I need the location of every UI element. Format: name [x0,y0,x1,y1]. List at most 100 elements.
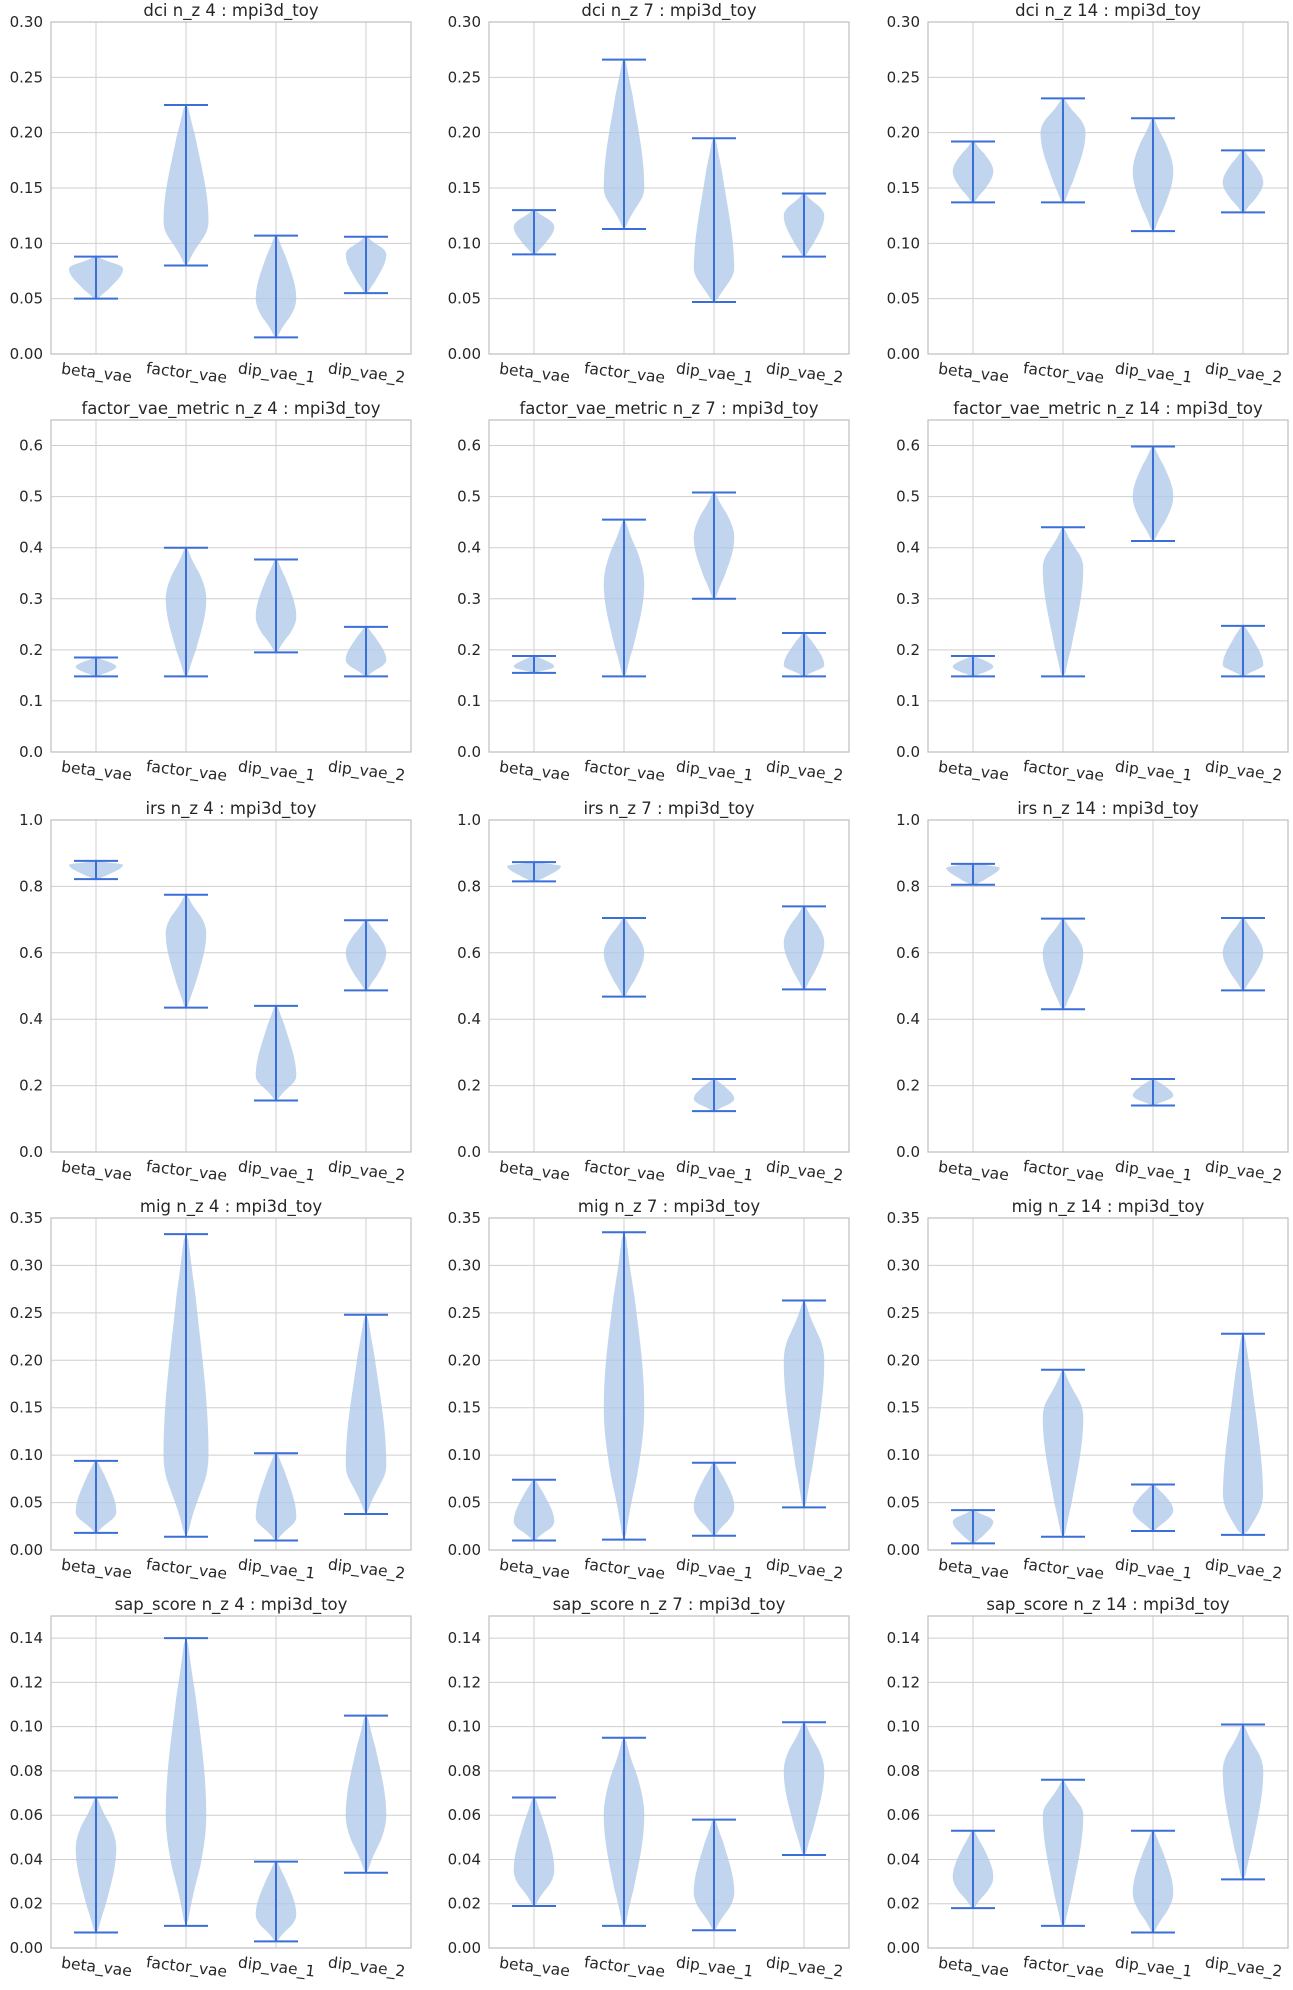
y-tick-label: 0.30 [887,1256,920,1274]
x-tick-label: beta_vae [937,1556,1010,1584]
x-tick-label: dip_vae_1 [237,1953,316,1981]
axes-frame [927,21,1289,355]
y-tick-label: 0.3 [19,590,43,608]
y-tick-label: 0.20 [10,1351,43,1369]
x-tick-label: dip_vae_1 [675,757,754,785]
plot-area [489,820,849,1152]
y-tick-label: 0.6 [457,437,481,455]
y-tick-label: 0.20 [10,124,43,142]
y-tick-label: 0.20 [887,1351,920,1369]
y-tick-label: 0.05 [887,290,920,308]
y-tick-label: 0.10 [887,1446,920,1464]
x-tick-label: beta_vae [498,1954,571,1982]
y-tick-label: 0.10 [10,234,43,252]
subplot-title: factor_vae_metric n_z 7 : mpi3d_toy [519,399,818,419]
y-tick-label: 0.35 [887,1209,920,1227]
y-tick-label: 0.5 [896,488,920,506]
y-tick-label: 0.15 [10,1399,43,1417]
y-tick-label: 0.05 [448,290,481,308]
x-tick-label: dip_vae_2 [327,1157,406,1185]
y-tick-label: 0.4 [896,539,920,557]
y-tick-label: 0.04 [10,1850,43,1868]
y-tick-label: 0.02 [887,1895,920,1913]
y-tick-label: 0.1 [457,692,481,710]
y-tick-label: 0.00 [10,345,43,363]
subplot-3: 0.00 0.05 0.10 0.15 0.20 0.25 0.30 beta_vae fact… [887,1,1289,388]
y-tick-label: 0.25 [10,1304,43,1322]
y-tick-label: 0.3 [896,590,920,608]
subplot-14: 0.00 0.02 0.04 0.06 0.08 0.10 0.12 0.14 beta_vae… [448,1595,850,1982]
axes-frame [488,1217,850,1551]
x-tick-label: dip_vae_1 [675,359,754,387]
y-tick-label: 0.4 [19,539,43,557]
y-tick-label: 0.10 [448,1446,481,1464]
y-tick-label: 0.00 [887,1541,920,1559]
x-tick-label: factor_vae [1022,1953,1105,1982]
y-tick-label: 0.8 [19,877,43,895]
subplot-title: sap_score n_z 7 : mpi3d_toy [553,1595,786,1615]
y-tick-label: 0.10 [448,234,481,252]
x-tick-label: factor_vae [1022,1555,1105,1584]
y-tick-label: 0.6 [896,944,920,962]
y-tick-label: 0.14 [448,1629,481,1647]
y-tick-label: 0.1 [896,692,920,710]
y-tick-label: 0.15 [448,179,481,197]
y-tick-label: 0.4 [19,1010,43,1028]
subplot-6: 0.0 0.1 0.2 0.3 0.4 0.5 0.6 beta_vae factor_vae d… [896,399,1289,786]
x-tick-label: dip_vae_1 [1114,1953,1193,1981]
x-tick-label: dip_vae_2 [1204,757,1283,785]
y-tick-label: 0.10 [887,234,920,252]
subplot-title: irs n_z 7 : mpi3d_toy [583,799,754,819]
subplot-title: factor_vae_metric n_z 4 : mpi3d_toy [81,399,380,419]
subplot-11: 0.00 0.05 0.10 0.15 0.20 0.25 0.30 0.35 beta_vae… [448,1197,850,1584]
y-tick-label: 0.20 [448,124,481,142]
y-tick-label: 0.00 [887,1939,920,1957]
x-tick-label: factor_vae [145,1555,228,1584]
subplot-15: 0.00 0.02 0.04 0.06 0.08 0.10 0.12 0.14 beta_vae… [887,1595,1289,1982]
y-tick-label: 0.25 [448,68,481,86]
y-tick-label: 0.10 [10,1446,43,1464]
subplot-title: sap_score n_z 4 : mpi3d_toy [115,1595,348,1615]
x-tick-label: dip_vae_2 [765,757,844,785]
x-tick-label: factor_vae [583,757,666,786]
y-tick-label: 0.12 [887,1673,920,1691]
x-tick-label: beta_vae [937,1158,1010,1186]
y-tick-label: 0.00 [10,1939,43,1957]
y-tick-label: 0.30 [887,13,920,31]
x-tick-label: dip_vae_1 [1114,757,1193,785]
subplot-title: irs n_z 4 : mpi3d_toy [145,799,316,819]
y-tick-label: 0.8 [896,877,920,895]
y-tick-label: 0.05 [10,1494,43,1512]
x-tick-label: factor_vae [145,757,228,786]
x-tick-label: beta_vae [60,1556,133,1584]
y-tick-label: 0.6 [896,437,920,455]
x-tick-label: beta_vae [60,1158,133,1186]
y-tick-label: 0.06 [10,1806,43,1824]
x-tick-label: dip_vae_1 [237,359,316,387]
y-tick-label: 0.20 [887,124,920,142]
axes-frame [488,21,850,355]
axes-frame [927,819,1289,1153]
y-tick-label: 0.15 [887,1399,920,1417]
x-tick-label: dip_vae_1 [675,1157,754,1185]
y-tick-label: 0.04 [448,1850,481,1868]
x-tick-label: beta_vae [498,360,571,388]
y-tick-label: 0.4 [457,1010,481,1028]
x-tick-label: dip_vae_2 [327,1555,406,1583]
axes-frame [927,1615,1289,1949]
x-tick-label: factor_vae [145,1953,228,1982]
x-tick-label: factor_vae [1022,1157,1105,1186]
subplot-7: 0.0 0.2 0.4 0.6 0.8 1.0 beta_vae factor_vae dip_… [19,799,412,1186]
x-tick-label: dip_vae_1 [237,1157,316,1185]
x-tick-label: beta_vae [498,758,571,786]
y-tick-label: 0.15 [887,179,920,197]
axes-frame [927,419,1289,753]
y-tick-label: 0.08 [448,1762,481,1780]
y-tick-label: 1.0 [896,811,920,829]
y-tick-label: 0.04 [887,1850,920,1868]
x-tick-label: factor_vae [145,1157,228,1186]
subplot-title: dci n_z 14 : mpi3d_toy [1015,1,1201,21]
subplot-5: 0.0 0.1 0.2 0.3 0.4 0.5 0.6 beta_vae factor_vae d… [457,399,850,786]
x-tick-label: dip_vae_2 [765,1157,844,1185]
y-tick-label: 0.10 [10,1718,43,1736]
